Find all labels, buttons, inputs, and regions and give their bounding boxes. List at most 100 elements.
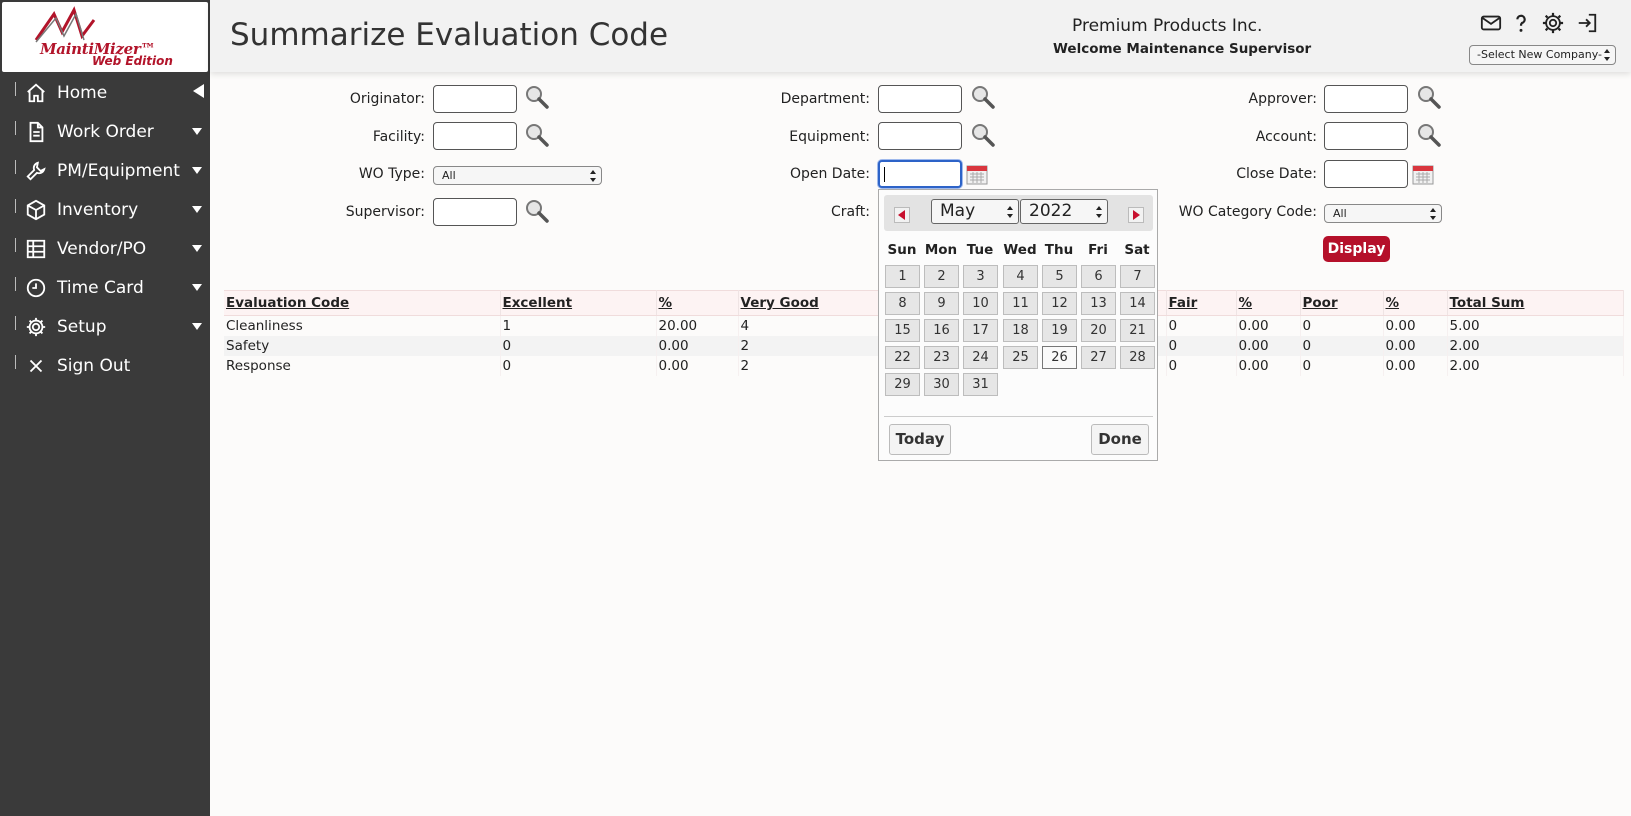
calendar-day[interactable]: 23 xyxy=(924,346,959,369)
done-button[interactable]: Done xyxy=(1091,424,1149,455)
chevron-down-icon xyxy=(192,206,202,213)
calendar-day[interactable]: 31 xyxy=(963,373,998,396)
calendar-day[interactable]: 6 xyxy=(1081,265,1116,288)
table-cell: 0 xyxy=(1166,355,1237,376)
calendar-day[interactable]: 28 xyxy=(1120,346,1155,369)
approver-input[interactable] xyxy=(1324,85,1408,113)
page-title: Summarize Evaluation Code xyxy=(230,17,669,53)
sidebar-item-time-card[interactable]: Time Card xyxy=(0,269,210,308)
today-button[interactable]: Today xyxy=(889,424,951,455)
open-date-input[interactable] xyxy=(878,160,962,188)
chevron-down-icon xyxy=(192,284,202,291)
calendar-day[interactable]: 3 xyxy=(963,265,998,288)
calendar-day[interactable]: 14 xyxy=(1120,292,1155,315)
wo-category-select[interactable]: All xyxy=(1324,204,1442,223)
document-icon xyxy=(29,121,44,143)
prev-month-icon[interactable] xyxy=(894,207,910,223)
month-select[interactable]: May xyxy=(931,199,1019,224)
search-icon[interactable] xyxy=(1416,84,1442,110)
calendar-day[interactable]: 8 xyxy=(885,292,920,315)
sidebar-item-pm-equipment[interactable]: PM/Equipment xyxy=(0,152,210,191)
sidebar-item-work-order[interactable]: Work Order xyxy=(0,113,210,152)
display-button[interactable]: Display xyxy=(1323,236,1390,262)
column-header[interactable]: Poor xyxy=(1300,290,1384,316)
table-cell: 1 xyxy=(500,315,657,336)
calendar-day[interactable]: 20 xyxy=(1081,319,1116,342)
calendar-day[interactable]: 13 xyxy=(1081,292,1116,315)
equipment-input[interactable] xyxy=(878,122,962,150)
calendar-day[interactable]: 12 xyxy=(1042,292,1077,315)
calendar-day[interactable]: 21 xyxy=(1120,319,1155,342)
calendar-day[interactable]: 16 xyxy=(924,319,959,342)
column-header[interactable]: Fair xyxy=(1166,290,1237,316)
calendar-day[interactable]: 9 xyxy=(924,292,959,315)
sidebar-item-label: Setup xyxy=(57,317,107,337)
gear-icon[interactable] xyxy=(1542,12,1564,34)
close-icon xyxy=(29,359,43,373)
select-arrows-icon xyxy=(590,170,597,182)
company-select[interactable]: -Select New Company- xyxy=(1469,45,1616,65)
calendar-day[interactable]: 26 xyxy=(1042,346,1077,369)
logo: MaintiMizer™ Web Edition xyxy=(2,2,208,72)
mail-icon[interactable] xyxy=(1480,12,1502,34)
search-icon[interactable] xyxy=(970,84,996,110)
sidebar-item-vendor-po[interactable]: Vendor/PO xyxy=(0,230,210,269)
calendar-day[interactable]: 1 xyxy=(885,265,920,288)
calendar-day[interactable]: 11 xyxy=(1003,292,1038,315)
calendar-day[interactable]: 10 xyxy=(963,292,998,315)
home-icon xyxy=(27,83,45,103)
column-header[interactable]: % xyxy=(656,290,739,316)
calendar-day[interactable]: 27 xyxy=(1081,346,1116,369)
wo-type-label: WO Type: xyxy=(358,166,425,182)
wo-type-select[interactable]: All xyxy=(433,166,602,185)
year-select[interactable]: 2022 xyxy=(1020,199,1108,224)
month-select-value: May xyxy=(940,201,976,221)
sign-out-icon[interactable] xyxy=(1576,12,1598,34)
column-header[interactable]: Evaluation Code xyxy=(224,290,501,316)
search-icon[interactable] xyxy=(524,198,550,224)
originator-input[interactable] xyxy=(433,85,517,113)
calendar-day[interactable]: 19 xyxy=(1042,319,1077,342)
help-icon[interactable] xyxy=(1510,12,1532,34)
department-input[interactable] xyxy=(878,85,962,113)
calendar-icon[interactable] xyxy=(1411,162,1435,186)
company-name: Premium Products Inc. xyxy=(1072,16,1263,36)
table-cell: 2.00 xyxy=(1447,335,1624,356)
close-date-input[interactable] xyxy=(1324,160,1408,188)
calendar-day[interactable]: 18 xyxy=(1003,319,1038,342)
column-header[interactable]: % xyxy=(1236,290,1301,316)
calendar-day[interactable]: 22 xyxy=(885,346,920,369)
sidebar-item-inventory[interactable]: Inventory xyxy=(0,191,210,230)
chevron-left-icon xyxy=(193,84,204,98)
facility-label: Facility: xyxy=(372,129,425,145)
calendar-day[interactable]: 29 xyxy=(885,373,920,396)
facility-input[interactable] xyxy=(433,122,517,150)
search-icon[interactable] xyxy=(524,122,550,148)
column-header[interactable]: % xyxy=(1383,290,1448,316)
search-icon[interactable] xyxy=(1416,122,1442,148)
sidebar-nav: Home Work Order PM/Equipment Inventory V… xyxy=(0,74,210,386)
next-month-icon[interactable] xyxy=(1128,207,1144,223)
calendar-day[interactable]: 5 xyxy=(1042,265,1077,288)
sidebar-item-home[interactable]: Home xyxy=(0,74,210,113)
calendar-day[interactable]: 25 xyxy=(1003,346,1038,369)
calendar-day[interactable]: 24 xyxy=(963,346,998,369)
search-icon[interactable] xyxy=(970,122,996,148)
table-cell: 0.00 xyxy=(656,335,739,356)
column-header[interactable]: Total Sum xyxy=(1447,290,1624,316)
search-icon[interactable] xyxy=(524,84,550,110)
table-cell: 0 xyxy=(500,355,657,376)
sidebar-item-sign-out[interactable]: Sign Out xyxy=(0,347,210,386)
calendar-icon[interactable] xyxy=(965,162,989,186)
supervisor-input[interactable] xyxy=(433,198,517,226)
calendar-day[interactable]: 2 xyxy=(924,265,959,288)
calendar-day[interactable]: 4 xyxy=(1003,265,1038,288)
calendar-day[interactable]: 15 xyxy=(885,319,920,342)
select-arrows-icon xyxy=(1096,206,1103,218)
calendar-day[interactable]: 30 xyxy=(924,373,959,396)
sidebar-item-setup[interactable]: Setup xyxy=(0,308,210,347)
calendar-day[interactable]: 7 xyxy=(1120,265,1155,288)
calendar-day[interactable]: 17 xyxy=(963,319,998,342)
column-header[interactable]: Excellent xyxy=(500,290,657,316)
account-input[interactable] xyxy=(1324,122,1408,150)
